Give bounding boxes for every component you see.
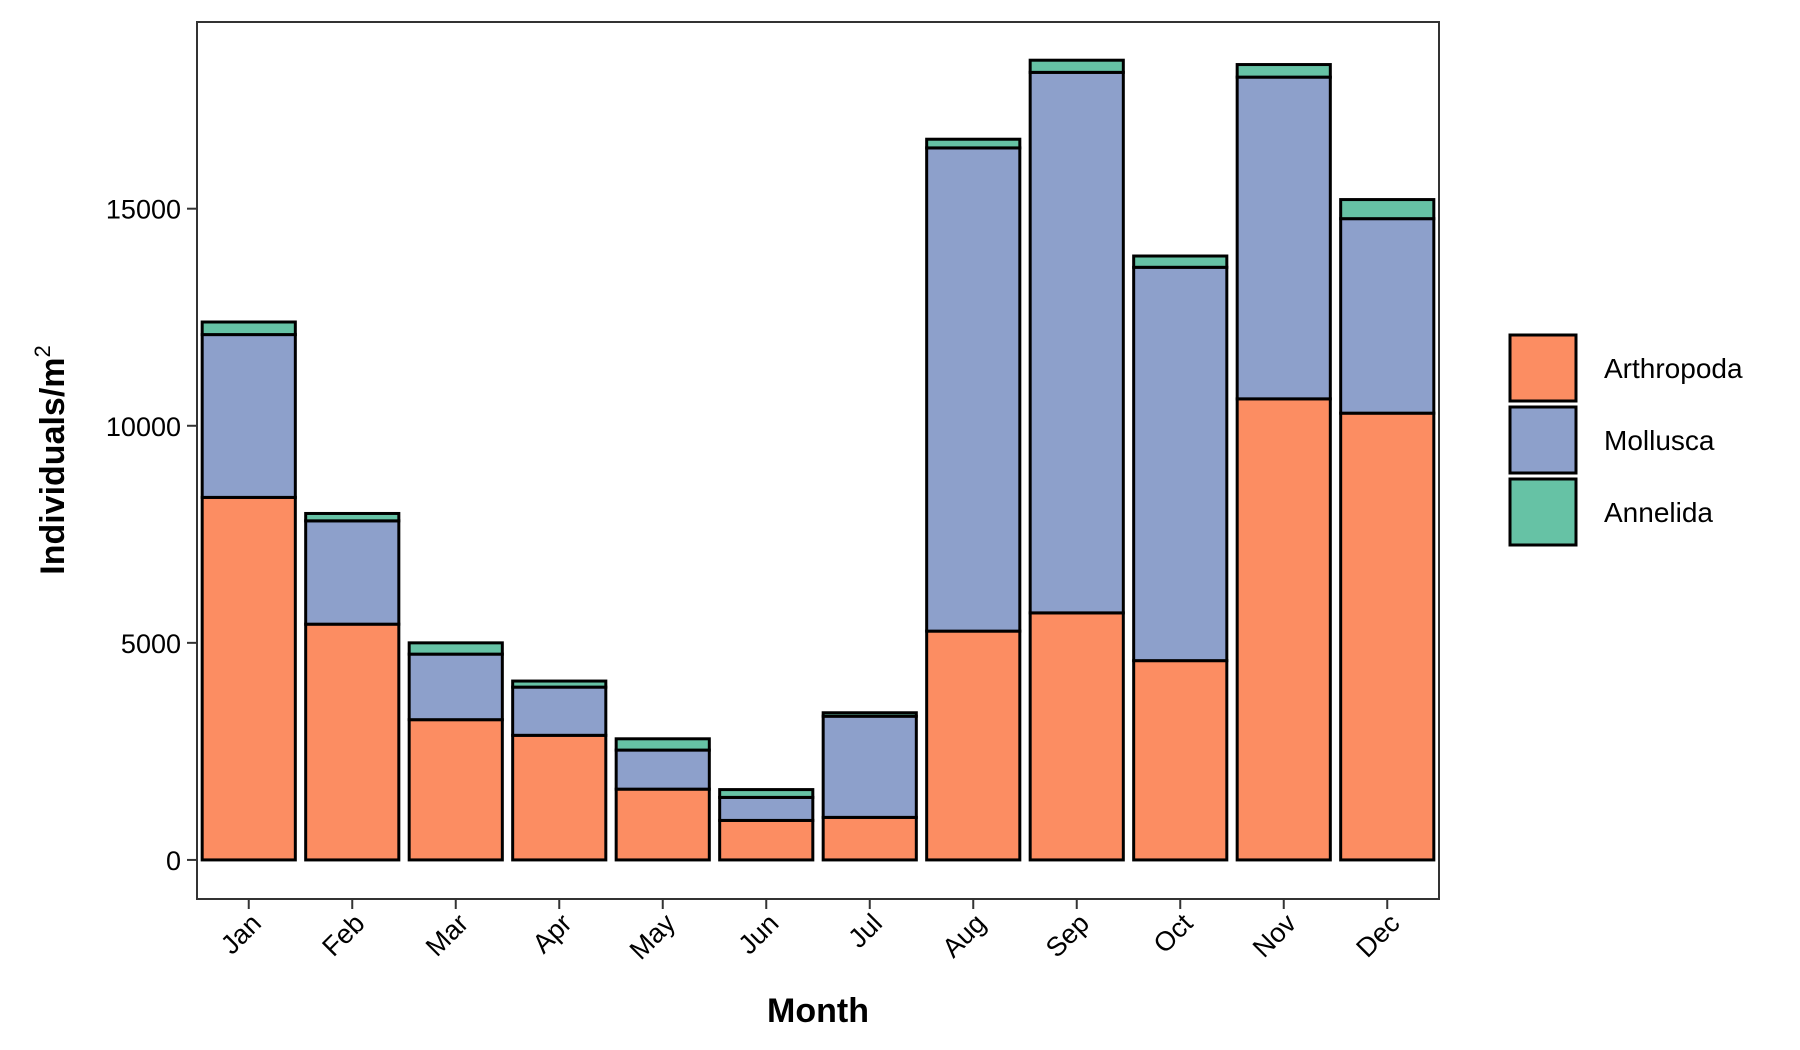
bar-aug-annelida [925, 137, 1022, 150]
x-tick-label-apr: Apr [527, 908, 578, 959]
bar-feb-mollusca [304, 519, 401, 626]
bar-may-annelida [614, 737, 711, 752]
legend-label-annelida: Annelida [1604, 497, 1713, 528]
bar-jul-mollusca [821, 714, 918, 819]
y-tick-label: 15000 [106, 195, 181, 225]
bar-mar-mollusca [407, 652, 504, 722]
bar-oct-mollusca [1132, 265, 1229, 663]
y-tick-label: 5000 [121, 629, 181, 659]
bar-sep-annelida [1028, 58, 1125, 74]
bar-nov-mollusca [1235, 75, 1332, 401]
panel-border [196, 21, 1440, 900]
x-tick-label-feb: Feb [316, 908, 370, 962]
x-tick-label-may: May [624, 908, 682, 966]
bar-jun-annelida [718, 788, 815, 799]
x-axis: Jan Feb Mar Apr May Jun Jul Aug Sep Oct Nov Dec [215, 899, 1406, 965]
y-tick-label: 10000 [106, 412, 181, 442]
bar-oct-arthropoda [1132, 659, 1229, 862]
bar-nov-arthropoda [1235, 397, 1332, 862]
bar-jan-arthropoda [200, 495, 297, 862]
bar-jan-mollusca [200, 333, 297, 499]
bar-nov-annelida [1235, 63, 1332, 79]
y-axis-title-text: Individuals/m [34, 357, 72, 574]
bar-may-mollusca [614, 748, 711, 791]
x-axis-title: Month [767, 992, 869, 1030]
bar-apr-mollusca [511, 685, 608, 737]
x-tick-label-nov: Nov [1247, 908, 1303, 964]
bar-dec-annelida [1339, 198, 1436, 221]
x-tick-label-oct: Oct [1148, 908, 1199, 959]
x-tick-label-sep: Sep [1040, 908, 1095, 963]
x-tick-label-jun: Jun [733, 908, 785, 960]
bars-group [200, 58, 1436, 862]
x-tick-label-jan: Jan [215, 908, 267, 960]
bar-aug-mollusca [925, 146, 1022, 633]
bar-mar-arthropoda [407, 718, 504, 862]
bar-aug-arthropoda [925, 629, 1022, 862]
bar-sep-arthropoda [1028, 611, 1125, 862]
bar-feb-arthropoda [304, 622, 401, 862]
x-tick-label-mar: Mar [420, 908, 474, 962]
bar-may-arthropoda [614, 787, 711, 862]
bar-dec-arthropoda [1339, 411, 1436, 862]
legend-key-arthropoda [1508, 333, 1578, 403]
bar-jul-annelida [821, 711, 918, 718]
y-axis-title: Individuals/m2 [30, 345, 72, 575]
bar-dec-mollusca [1339, 217, 1436, 415]
bar-jan-annelida [200, 320, 297, 337]
bar-jul-arthropoda [821, 815, 918, 862]
bar-jun-arthropoda [718, 818, 815, 862]
bar-apr-arthropoda [511, 733, 608, 862]
bar-mar-annelida [407, 641, 504, 656]
x-tick-label-jul: Jul [842, 908, 888, 954]
bar-apr-annelida [511, 679, 608, 689]
bar-feb-annelida [304, 511, 401, 523]
x-tick-label-aug: Aug [936, 908, 991, 963]
legend: Arthropoda Mollusca Annelida [1508, 333, 1743, 547]
legend-key-mollusca [1508, 405, 1578, 475]
legend-label-arthropoda: Arthropoda [1604, 353, 1743, 384]
y-axis-title-superscript: 2 [30, 345, 55, 357]
legend-key-annelida [1508, 477, 1578, 547]
bar-sep-mollusca [1028, 70, 1125, 615]
y-axis: 0 5000 10000 15000 [106, 195, 197, 876]
bar-jun-mollusca [718, 795, 815, 822]
legend-label-mollusca: Mollusca [1604, 425, 1715, 456]
bar-oct-annelida [1132, 254, 1229, 269]
x-tick-label-dec: Dec [1350, 908, 1405, 963]
y-tick-label: 0 [166, 846, 181, 876]
